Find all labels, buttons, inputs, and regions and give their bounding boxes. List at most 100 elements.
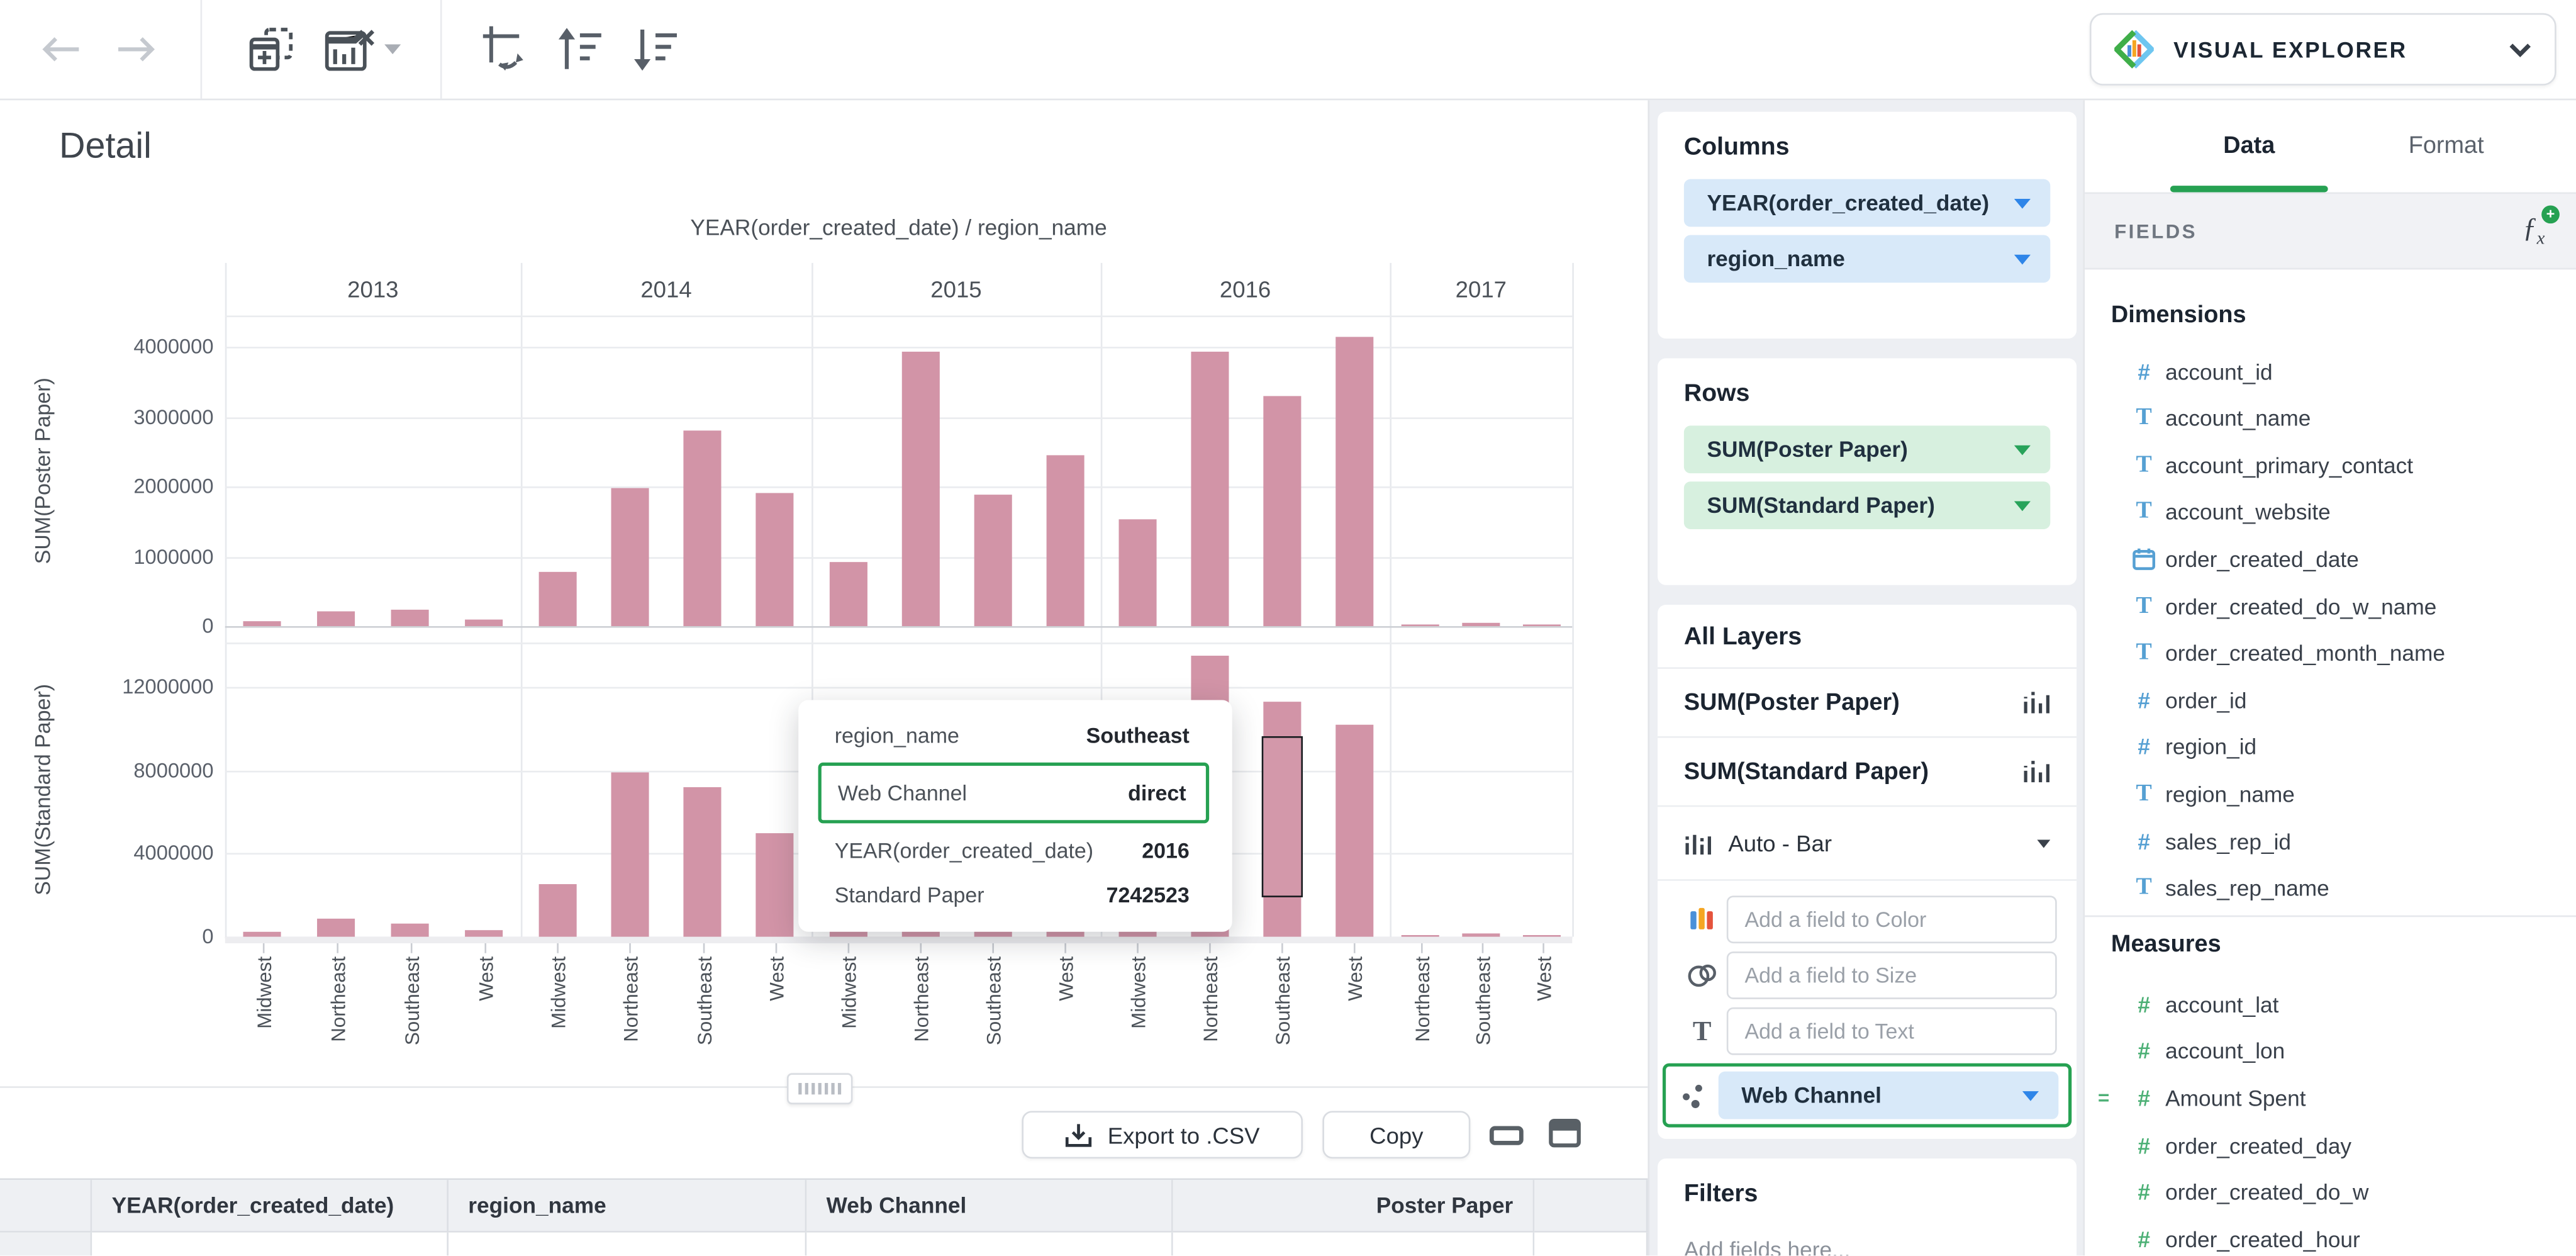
export-csv-label: Export to .CSV	[1107, 1121, 1260, 1148]
chart-bar[interactable]	[828, 562, 867, 626]
y-axis-tick-label: 8000000	[133, 758, 214, 782]
plus-icon: +	[2541, 206, 2560, 224]
chart-bar[interactable]	[611, 772, 649, 937]
visual-explorer-dropdown[interactable]: VISUAL EXPLORER	[2089, 13, 2556, 86]
add-field-to-color-dropzone[interactable]: Add a field to Color	[1726, 895, 2057, 944]
copy-button[interactable]: Copy	[1322, 1111, 1471, 1159]
sort-ascending-button[interactable]	[549, 20, 611, 79]
chart-bar[interactable]	[391, 610, 429, 626]
chart-bar[interactable]	[1334, 336, 1373, 626]
undo-button[interactable]	[30, 20, 92, 79]
chart-bar[interactable]	[683, 431, 722, 626]
rows-shelf-title: Rows	[1683, 379, 1750, 408]
copy-label: Copy	[1369, 1121, 1424, 1148]
chart-bar[interactable]	[1045, 456, 1084, 626]
field-item-amount-spent[interactable]: = # Amount Spent	[2098, 1085, 2306, 1111]
detail-pill-web-channel[interactable]: Web Channel	[1718, 1071, 2059, 1119]
redo-button[interactable]	[105, 20, 167, 79]
chart-bar[interactable]	[1401, 624, 1439, 627]
chart-bar[interactable]	[317, 612, 355, 626]
chart-bar[interactable]	[1522, 624, 1561, 627]
chart-bar[interactable]	[1118, 519, 1156, 627]
field-item-account-lat[interactable]: # account_lat	[2085, 982, 2576, 1028]
splitter-drag-handle[interactable]	[786, 1073, 853, 1105]
field-item-order_id[interactable]: # order_id	[2085, 677, 2576, 723]
columns-pill-year-order-created-date-[interactable]: YEAR(order_created_date)	[1683, 179, 2051, 227]
chart-bar[interactable]	[1522, 934, 1561, 937]
x-axis-region-label: Northeast	[1410, 956, 1434, 1042]
add-field-to-text-dropzone[interactable]: Add a field to Text	[1726, 1007, 2057, 1055]
chart-bar[interactable]	[756, 833, 795, 937]
chevron-down-icon	[2037, 839, 2051, 848]
chart-bar[interactable]	[756, 492, 795, 626]
chart-bar[interactable]	[538, 572, 576, 626]
tab-format[interactable]: Format	[2408, 132, 2484, 159]
chevron-down-icon	[2014, 500, 2031, 510]
export-csv-button[interactable]: Export to .CSV	[1022, 1111, 1303, 1159]
field-item-order-created-day[interactable]: # order_created_day	[2085, 1123, 2576, 1169]
chart-group-separator	[225, 262, 227, 937]
new-visualization-button[interactable]	[240, 20, 302, 79]
expand-table-button[interactable]	[1547, 1118, 1582, 1149]
clear-visualization-button[interactable]	[319, 20, 404, 79]
add-field-to-size-dropzone[interactable]: Add a field to Size	[1726, 951, 2057, 999]
chart-bar[interactable]	[611, 488, 649, 626]
table-cell: 2013	[92, 1232, 449, 1256]
chart-bar[interactable]	[538, 883, 576, 937]
x-axis-tick	[262, 943, 264, 953]
layer-row-sum-poster-paper-[interactable]: SUM(Poster Paper)	[1658, 669, 2077, 738]
toolbar-divider	[440, 0, 442, 99]
chart-bar[interactable]	[1334, 724, 1373, 937]
chart-bar[interactable]	[243, 931, 281, 937]
create-calculated-field-button[interactable]: ƒx +	[2523, 206, 2560, 249]
x-axis-tick	[920, 943, 922, 953]
chart-bar[interactable]	[391, 922, 429, 937]
chart-bar[interactable]	[1190, 351, 1229, 627]
chart-bar[interactable]	[1263, 701, 1301, 937]
columns-pill-region-name[interactable]: region_name	[1683, 235, 2051, 283]
field-item-sales_rep_id[interactable]: # sales_rep_id	[2085, 819, 2576, 865]
chart-bar[interactable]	[683, 787, 722, 937]
chart-bar[interactable]	[973, 495, 1012, 626]
field-item-order_created_date[interactable]: order_created_date	[2085, 536, 2576, 582]
chart-bar[interactable]	[1263, 396, 1301, 626]
chart-bar[interactable]	[465, 930, 503, 937]
field-item-order-created-do-w[interactable]: # order_created_do_w	[2085, 1169, 2576, 1215]
chart-bar[interactable]	[1462, 623, 1500, 626]
chart-gridline	[225, 556, 1573, 558]
mark-type-select[interactable]: Auto - Bar	[1658, 807, 2077, 881]
chart-bar[interactable]	[243, 621, 281, 626]
field-item-account-lon[interactable]: # account_lon	[2085, 1028, 2576, 1074]
chart-year-header: 2013	[347, 276, 399, 303]
number-field-icon: #	[2138, 1227, 2150, 1252]
filters-shelf: Filters Add fields here...	[1658, 1158, 2077, 1256]
chart-bar[interactable]	[1462, 933, 1500, 937]
x-axis-region-label: Northeast	[910, 956, 934, 1042]
field-item-order-created-hour[interactable]: # order_created_hour	[2085, 1216, 2576, 1255]
top-toolbar: VISUAL EXPLORER	[0, 0, 2576, 101]
swap-rows-columns-button[interactable]	[473, 20, 535, 79]
tab-data[interactable]: Data	[2223, 132, 2275, 159]
y-axis-title: SUM(Poster Paper)	[30, 376, 55, 564]
field-item-account_id[interactable]: # account_id	[2085, 349, 2576, 395]
rows-pill-sum-standard-paper-[interactable]: SUM(Standard Paper)	[1683, 481, 2051, 529]
chart-bar[interactable]	[901, 351, 939, 627]
rows-pill-sum-poster-paper-[interactable]: SUM(Poster Paper)	[1683, 425, 2051, 474]
sort-descending-button[interactable]	[624, 20, 686, 79]
chart-bar[interactable]	[1401, 934, 1439, 937]
selected-bar-segment[interactable]	[1261, 736, 1302, 897]
chart-bar[interactable]	[317, 918, 355, 937]
field-item-region_id[interactable]: # region_id	[2085, 724, 2576, 770]
collapse-table-button[interactable]	[1488, 1121, 1524, 1148]
chart-bar[interactable]	[465, 619, 503, 627]
layer-row-sum-standard-paper-[interactable]: SUM(Standard Paper)	[1658, 738, 2077, 807]
tooltip-value: direct	[1128, 780, 1186, 805]
